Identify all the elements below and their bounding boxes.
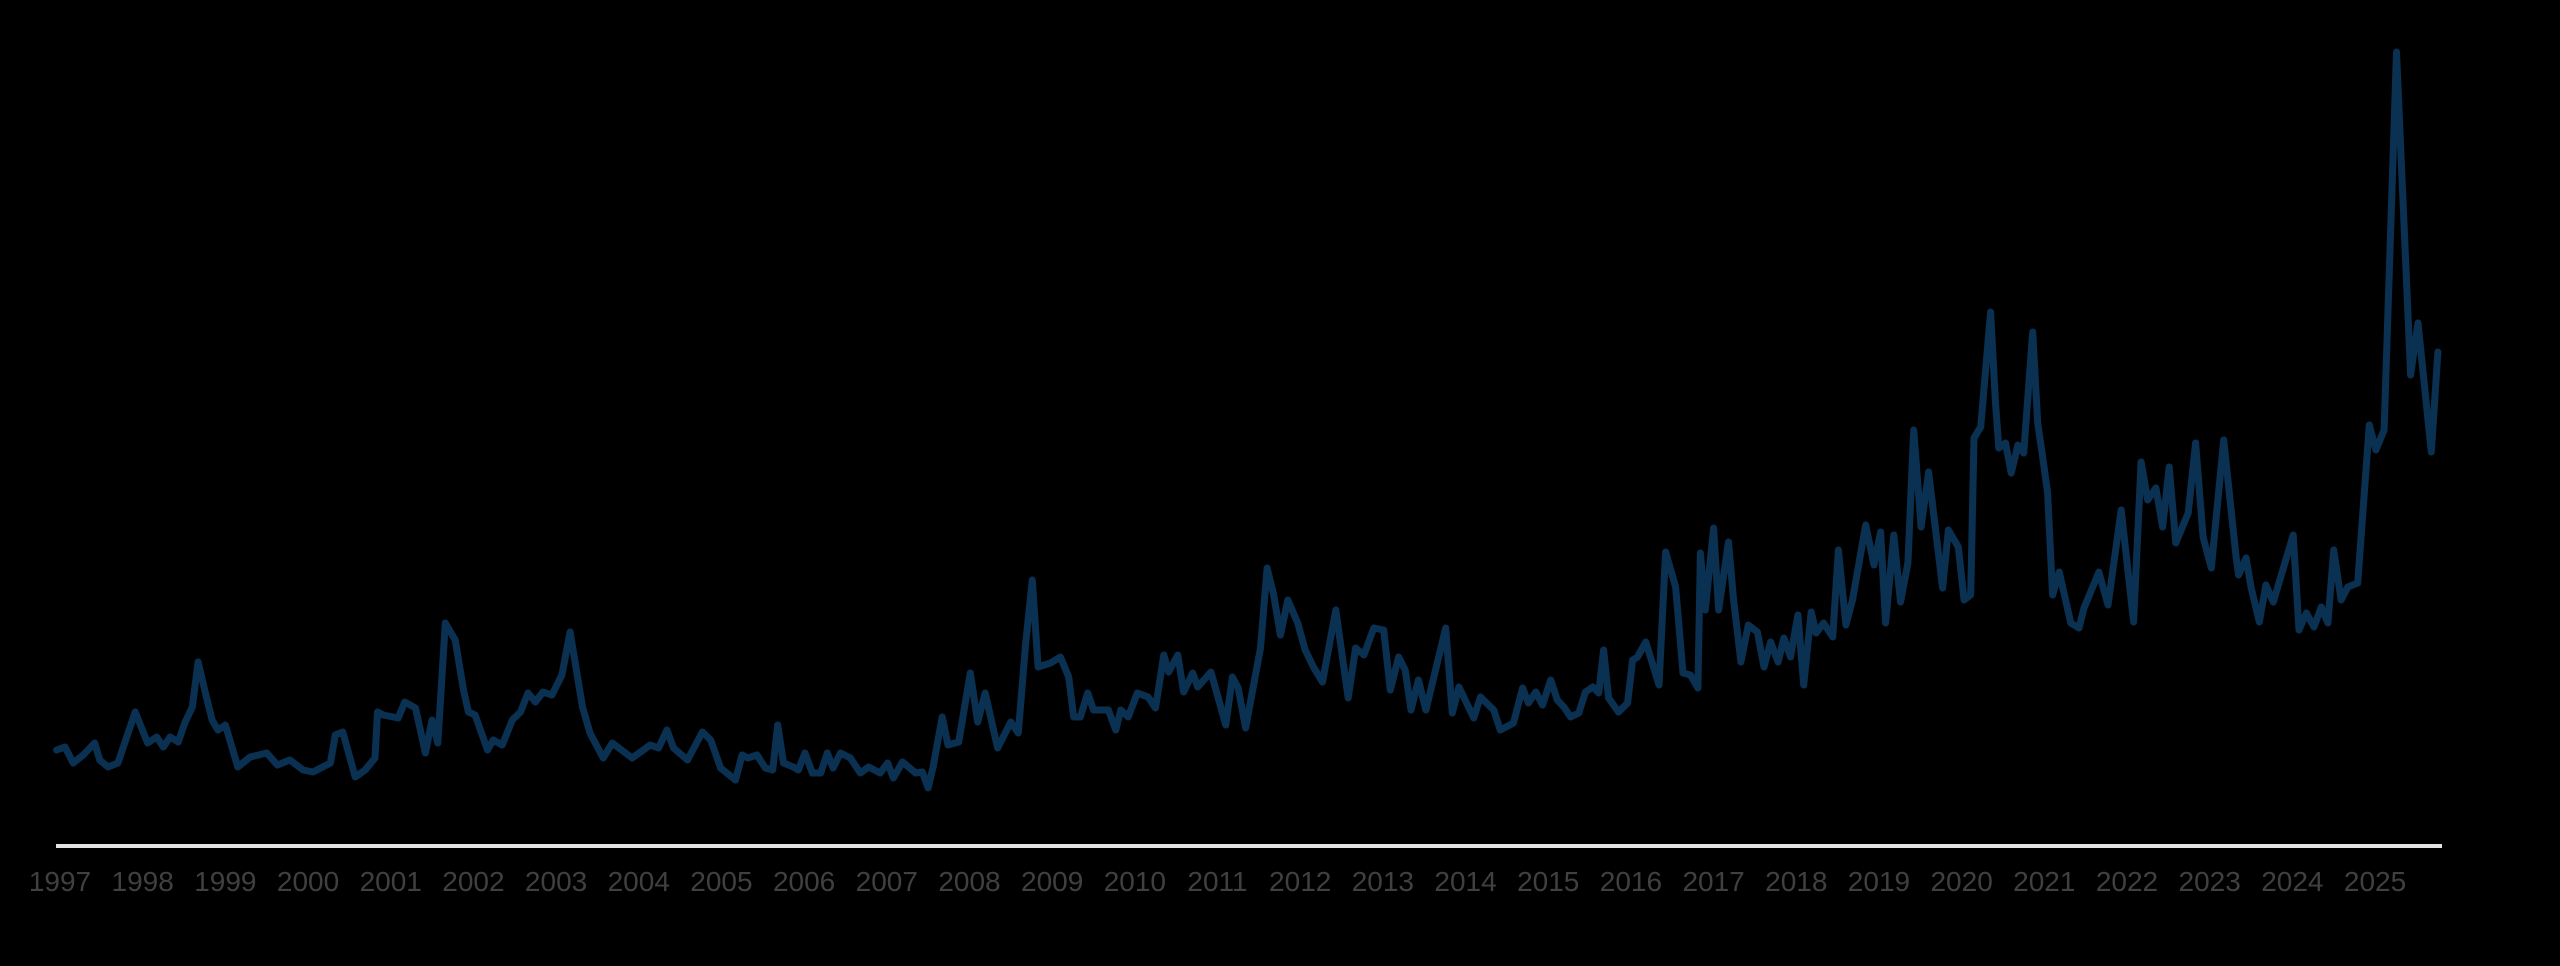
x-tick-label: 2005: [690, 866, 752, 897]
x-tick-label: 1998: [112, 866, 174, 897]
x-tick-label: 2001: [360, 866, 422, 897]
x-tick-label: 2019: [1848, 866, 1910, 897]
x-tick-label: 2023: [2179, 866, 2241, 897]
x-tick-label: 2014: [1434, 866, 1496, 897]
data-series-line: [53, 48, 2442, 792]
x-tick-label: 2015: [1517, 866, 1579, 897]
x-tick-label: 2008: [938, 866, 1000, 897]
x-tick-label: 2012: [1269, 866, 1331, 897]
x-tick-label: 2016: [1600, 866, 1662, 897]
x-tick-label: 2017: [1682, 866, 1744, 897]
x-tick-label: 2007: [856, 866, 918, 897]
x-tick-label: 1999: [194, 866, 256, 897]
x-tick-label: 2025: [2344, 866, 2406, 897]
x-tick-label: 2018: [1765, 866, 1827, 897]
x-tick-label: 2022: [2096, 866, 2158, 897]
x-tick-label: 2013: [1352, 866, 1414, 897]
x-tick-label: 1997: [29, 866, 91, 897]
x-tick-label: 2009: [1021, 866, 1083, 897]
x-tick-label: 2002: [442, 866, 504, 897]
x-axis-tick-labels: 1997 1998 1999 2000 2001 2002 2003 2004 2005 2006…: [29, 866, 2406, 897]
x-tick-label: 2024: [2261, 866, 2323, 897]
x-tick-label: 2011: [1187, 866, 1247, 897]
x-tick-label: 2020: [1930, 866, 1992, 897]
x-tick-label: 2021: [2013, 866, 2075, 897]
x-tick-label: 2004: [608, 866, 670, 897]
x-tick-label: 2010: [1104, 866, 1166, 897]
x-tick-label: 2003: [525, 866, 587, 897]
x-tick-label: 2006: [773, 866, 835, 897]
x-tick-label: 2000: [277, 866, 339, 897]
